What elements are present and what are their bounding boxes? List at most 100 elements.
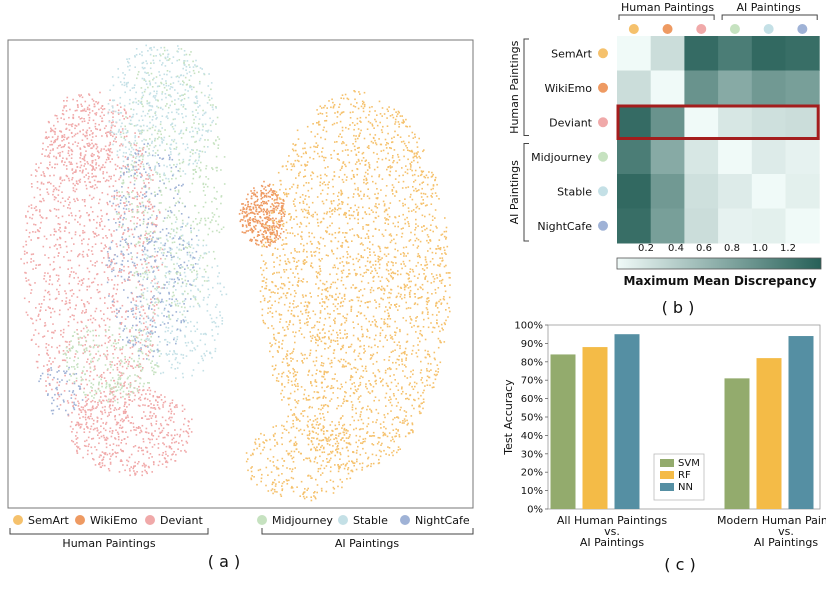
scatter-point-stable: [176, 262, 178, 265]
scatter-point-semart: [321, 298, 323, 300]
scatter-point-stable: [135, 54, 138, 56]
scatter-point-semart: [338, 106, 340, 108]
scatter-point-deviant: [56, 288, 58, 291]
scatter-point-deviant: [99, 297, 102, 300]
scatter-point-deviant: [102, 172, 104, 175]
scatter-point-deviant: [150, 203, 152, 206]
scatter-point-deviant: [74, 109, 77, 112]
scatter-point-stable: [191, 252, 194, 254]
scatter-point-deviant: [119, 392, 122, 395]
scatter-point-deviant: [55, 297, 58, 300]
scatter-point-deviant: [79, 223, 81, 226]
scatter-point-nightcafe: [136, 195, 138, 198]
scatter-point-nightcafe: [114, 275, 117, 278]
scatter-point-deviant: [124, 403, 126, 406]
scatter-point-deviant: [152, 461, 155, 463]
scatter-point-semart: [395, 303, 398, 305]
scatter-point-deviant: [147, 405, 149, 407]
scatter-point-deviant: [88, 443, 90, 446]
scatter-point-stable: [207, 131, 209, 133]
scatter-point-stable: [168, 311, 171, 313]
scatter-point-deviant: [153, 309, 156, 311]
scatter-point-midjourney: [136, 337, 139, 339]
scatter-point-deviant: [88, 350, 91, 353]
scatter-point-deviant: [165, 461, 167, 463]
scatter-point-nightcafe: [134, 343, 137, 346]
scatter-point-deviant: [107, 255, 110, 257]
scatter-point-semart: [324, 378, 326, 381]
scatter-point-midjourney: [171, 295, 174, 298]
scatter-point-stable: [184, 316, 187, 318]
scatter-point-semart: [321, 386, 323, 389]
scatter-point-stable: [111, 124, 113, 127]
scatter-point-deviant: [110, 175, 112, 178]
scatter-point-midjourney: [83, 391, 85, 394]
scatter-point-midjourney: [205, 176, 207, 178]
scatter-point-semart: [398, 435, 401, 438]
scatter-point-stable: [119, 81, 122, 83]
scatter-point-deviant: [177, 448, 179, 450]
scatter-point-stable: [184, 334, 186, 337]
scatter-point-semart: [429, 384, 431, 387]
scatter-point-deviant: [118, 339, 120, 341]
scatter-point-nightcafe: [168, 303, 171, 306]
scatter-point-midjourney: [199, 219, 202, 222]
scatter-point-stable: [112, 106, 114, 109]
scatter-point-deviant: [59, 144, 61, 146]
scatter-point-stable: [132, 148, 135, 151]
scatter-point-midjourney: [196, 270, 198, 273]
scatter-point-deviant: [121, 374, 123, 376]
scatter-point-deviant: [109, 444, 111, 446]
scatter-point-midjourney: [194, 168, 196, 171]
scatter-point-nightcafe: [187, 280, 189, 282]
scatter-point-semart: [321, 182, 324, 185]
scatter-point-semart: [377, 157, 380, 160]
scatter-point-stable: [165, 96, 167, 99]
scatter-point-deviant: [131, 416, 133, 418]
scatter-point-deviant: [46, 167, 48, 169]
scatter-point-deviant: [76, 329, 78, 331]
scatter-point-semart: [364, 367, 367, 370]
scatter-point-stable: [129, 119, 132, 122]
scatter-point-nightcafe: [137, 340, 140, 343]
scatter-point-midjourney: [137, 240, 140, 243]
scatter-point-deviant: [132, 422, 135, 425]
scatter-point-stable: [186, 60, 189, 62]
scatter-point-deviant: [66, 137, 69, 139]
scatter-point-midjourney: [211, 200, 213, 203]
scatter-point-stable: [180, 285, 183, 288]
scatter-point-stable: [205, 130, 207, 132]
scatter-point-deviant: [118, 224, 121, 226]
scatter-point-deviant: [28, 236, 30, 238]
scatter-point-stable: [111, 105, 114, 108]
scatter-point-midjourney: [218, 138, 221, 140]
scatter-point-semart: [395, 361, 397, 364]
scatter-point-deviant: [78, 289, 81, 292]
scatter-point-stable: [159, 144, 161, 147]
scatter-point-deviant: [190, 431, 193, 433]
scatter-point-deviant: [113, 301, 116, 304]
scatter-point-midjourney: [156, 173, 159, 175]
scatter-point-semart: [274, 300, 276, 303]
scatter-point-midjourney: [90, 382, 93, 384]
scatter-point-deviant: [84, 416, 87, 419]
scatter-point-deviant: [91, 438, 93, 440]
scatter-point-stable: [145, 80, 147, 83]
scatter-point-semart: [442, 259, 444, 262]
scatter-point-nightcafe: [179, 274, 182, 276]
scatter-point-semart: [342, 424, 344, 427]
scatter-point-deviant: [161, 429, 164, 432]
scatter-point-stable: [152, 315, 154, 318]
scatter-point-midjourney: [172, 118, 175, 121]
scatter-point-stable: [198, 257, 201, 259]
scatter-point-stable: [183, 54, 186, 56]
scatter-point-midjourney: [97, 350, 100, 353]
scatter-point-midjourney: [153, 373, 155, 376]
scatter-point-midjourney: [141, 368, 144, 371]
scatter-point-deviant: [108, 247, 110, 250]
scatter-point-deviant: [87, 243, 89, 246]
scatter-point-deviant: [74, 133, 77, 135]
scatter-point-midjourney: [190, 231, 192, 234]
scatter-point-semart: [370, 324, 372, 326]
scatter-point-semart: [357, 260, 359, 263]
